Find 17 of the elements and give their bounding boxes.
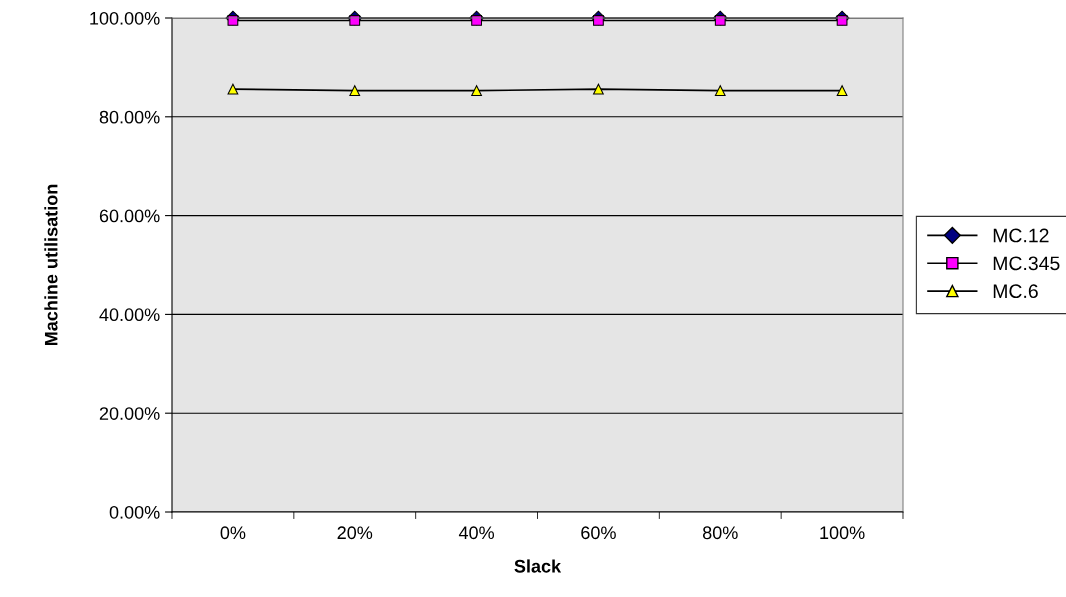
x-axis-title: Slack <box>514 559 562 573</box>
y-tick-label: 100.00% <box>90 11 160 25</box>
y-tick-label: 20.00% <box>99 407 160 420</box>
y-tick-label: 40.00% <box>99 308 160 322</box>
legend-label: MC.345 <box>993 256 1060 271</box>
x-tick-label: 100% <box>820 526 865 540</box>
x-tick-label: 0% <box>220 526 246 540</box>
y-tick-label: 60.00% <box>99 209 160 223</box>
y-axis-title: Machine utilisation <box>44 184 58 346</box>
x-tick-label: 60% <box>581 526 616 540</box>
legend-label: MC.6 <box>993 284 1038 299</box>
y-tick-label: 80.00% <box>99 110 160 124</box>
y-tick-label: 0.00% <box>109 505 160 519</box>
x-tick-label: 80% <box>702 526 738 540</box>
x-tick-label: 40% <box>458 526 495 540</box>
legend-label: MC.12 <box>993 228 1049 243</box>
x-tick-label: 20% <box>337 526 373 540</box>
